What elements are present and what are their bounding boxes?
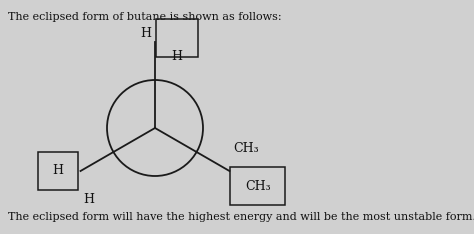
Bar	[37, 152, 78, 190]
Bar	[230, 167, 285, 205]
Text: CH₃: CH₃	[234, 142, 259, 155]
Text: H: H	[140, 27, 151, 40]
Text: H: H	[52, 165, 63, 178]
Text: CH₃: CH₃	[245, 179, 271, 193]
Text: The eclipsed form will have the highest energy and will be the most unstable for: The eclipsed form will have the highest …	[8, 212, 474, 222]
Bar	[156, 19, 198, 57]
Text: The eclipsed form of butane is shown as follows:: The eclipsed form of butane is shown as …	[8, 12, 282, 22]
Text: H: H	[172, 51, 182, 63]
Text: H: H	[83, 193, 94, 206]
